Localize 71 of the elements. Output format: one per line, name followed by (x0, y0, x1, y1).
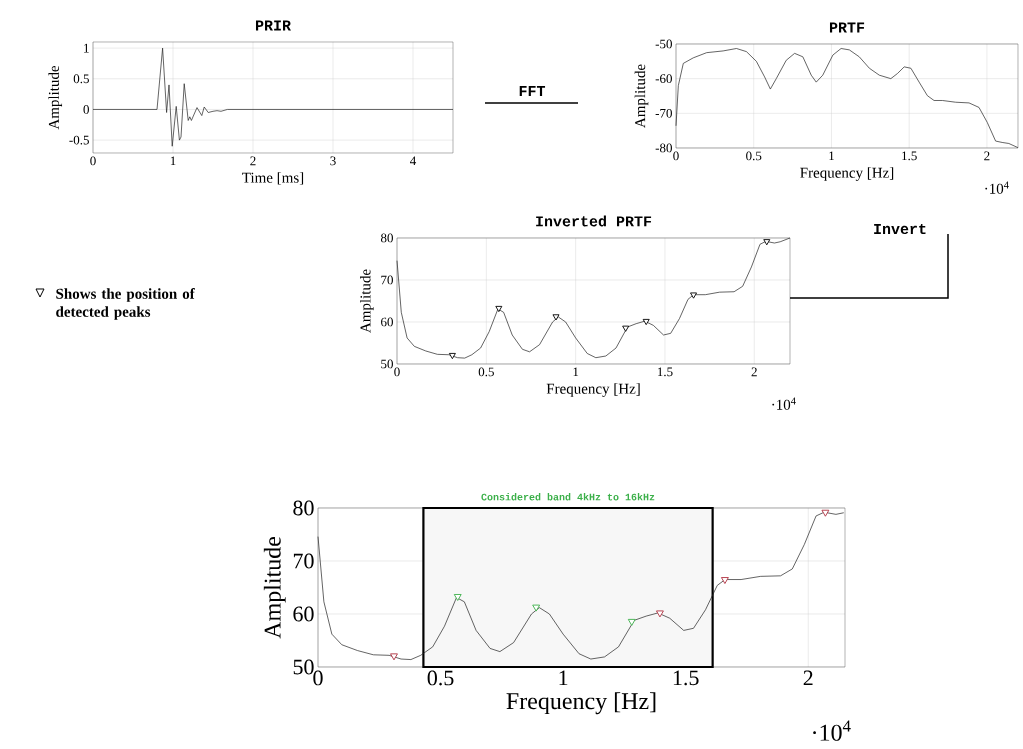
line-series (396, 237, 791, 359)
x-tick-label: 0 (90, 156, 96, 166)
x-tick-label: 0 (673, 151, 679, 161)
line-series (317, 511, 845, 660)
y-tick-label: -0.5 (69, 135, 89, 145)
y-tick-label: -60 (655, 74, 672, 84)
x-tick-label: 1.5 (657, 367, 673, 377)
x-tick-label: 3 (330, 156, 336, 166)
text: Shows the position of detected peaks (56, 288, 195, 320)
text: ·10$^{4}$ (985, 181, 1009, 194)
x-tick-label: 1.5 (902, 151, 917, 161)
x-tick-label: 2 (751, 367, 757, 377)
point (532, 604, 541, 612)
point (720, 577, 729, 584)
y-tick-label: 1 (84, 43, 89, 53)
chart-title: PRTF (829, 22, 865, 33)
line-series (92, 47, 454, 147)
y-tick-label: 80 (380, 233, 393, 243)
point (390, 653, 398, 661)
x-tick-label: 1 (559, 670, 568, 686)
y-axis-title: Amplitude (263, 536, 286, 639)
point (453, 594, 462, 601)
band-label: Considered band 4kHz to 16kHz (481, 493, 655, 501)
x-axis-title: Time [ms] (242, 172, 304, 185)
y-tick-label: 50 (293, 659, 314, 675)
x-tick-label: 0.5 (478, 367, 494, 377)
point (495, 305, 503, 313)
x-tick-label: 1 (573, 367, 579, 377)
y-tick-label: 80 (293, 500, 314, 516)
point (642, 318, 650, 326)
point (622, 325, 630, 332)
chart-title: PRIR (255, 20, 291, 31)
x-tick-label: 0.5 (427, 670, 454, 686)
y-axis-title: Amplitude (360, 269, 374, 333)
y-tick-label: -70 (655, 108, 672, 118)
chart-title: Inverted PRTF (536, 215, 652, 227)
y-axis-title: Amplitude (634, 64, 649, 128)
point (627, 618, 636, 626)
y-tick-label: -80 (655, 143, 672, 153)
line-series (675, 48, 1019, 148)
x-axis-title: Frequency [Hz] (506, 692, 656, 715)
y-axis-title: Amplitude (48, 65, 63, 130)
y-tick-label: 50 (381, 359, 393, 369)
point (821, 509, 830, 517)
x-tick-label: 2 (984, 151, 990, 161)
point (690, 292, 698, 299)
point (448, 352, 456, 360)
x-tick-label: 0 (394, 367, 400, 377)
x-axis-title: Frequency [Hz] (800, 167, 894, 181)
x-tick-label: 4 (410, 156, 417, 166)
text: FFT (519, 86, 546, 96)
y-tick-label: 70 (381, 275, 393, 285)
point (552, 314, 560, 321)
y-tick-label: 60 (381, 317, 393, 327)
x-tick-label: 0.5 (746, 151, 762, 161)
y-tick-label: 0 (83, 105, 89, 114)
x-axis-title: Frequency [Hz] (546, 383, 640, 397)
x-tick-label: 1.5 (673, 670, 699, 686)
y-tick-label: 0.5 (73, 74, 89, 84)
x-tick-label: 1 (170, 156, 176, 166)
x-tick-label: 1 (829, 151, 834, 161)
y-tick-label: -50 (655, 39, 672, 49)
x-tick-label: 2 (803, 670, 813, 686)
x-tick-label: 2 (250, 156, 256, 166)
text: ·10$^{4}$ (772, 397, 796, 410)
text: ·10$^{4}$ (813, 720, 851, 741)
y-tick-label: 70 (293, 553, 314, 569)
point (763, 239, 771, 246)
text: Invert (874, 223, 926, 235)
y-tick-label: 60 (293, 606, 314, 622)
point (656, 610, 664, 618)
